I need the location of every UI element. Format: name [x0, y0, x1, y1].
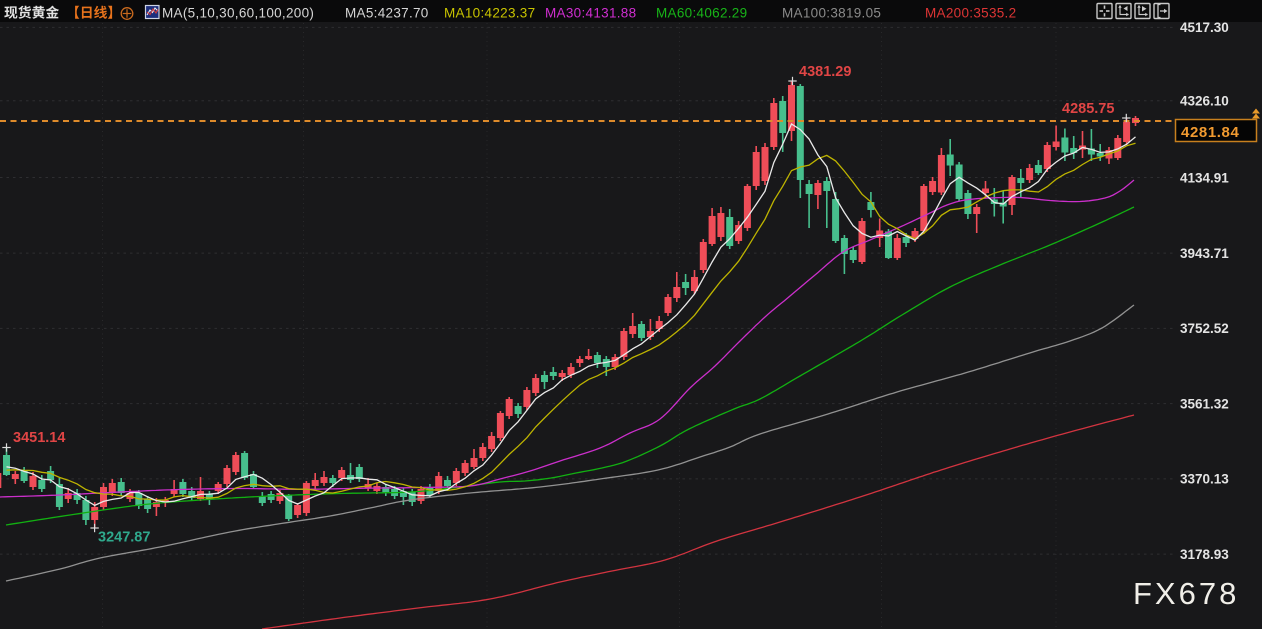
svg-text:4326.10: 4326.10 — [1180, 94, 1229, 109]
svg-text:FX678: FX678 — [1133, 576, 1239, 611]
svg-text:4285.75: 4285.75 — [1062, 101, 1114, 117]
svg-text:4281.84: 4281.84 — [1181, 124, 1239, 141]
svg-text:3370.13: 3370.13 — [1180, 472, 1229, 487]
svg-text:MA200:3535.2: MA200:3535.2 — [925, 6, 1016, 21]
svg-text:4134.91: 4134.91 — [1180, 170, 1229, 185]
svg-text:3561.32: 3561.32 — [1180, 396, 1229, 411]
svg-text:4381.29: 4381.29 — [799, 64, 851, 80]
svg-text:MA10:4223.37: MA10:4223.37 — [444, 6, 535, 21]
svg-text:MA30:4131.88: MA30:4131.88 — [545, 6, 636, 21]
svg-text:3752.52: 3752.52 — [1180, 321, 1229, 336]
svg-text:3451.14: 3451.14 — [13, 430, 65, 446]
svg-text:4517.30: 4517.30 — [1180, 20, 1229, 35]
svg-text:MA100:3819.05: MA100:3819.05 — [782, 6, 881, 21]
svg-text:MA(5,10,30,60,100,200): MA(5,10,30,60,100,200) — [162, 6, 314, 21]
svg-text:MA5:4237.70: MA5:4237.70 — [345, 6, 429, 21]
svg-text:MA60:4062.29: MA60:4062.29 — [656, 6, 747, 21]
svg-text:3247.87: 3247.87 — [98, 530, 150, 546]
svg-text:3943.71: 3943.71 — [1180, 246, 1229, 261]
svg-text:3178.93: 3178.93 — [1180, 547, 1229, 562]
